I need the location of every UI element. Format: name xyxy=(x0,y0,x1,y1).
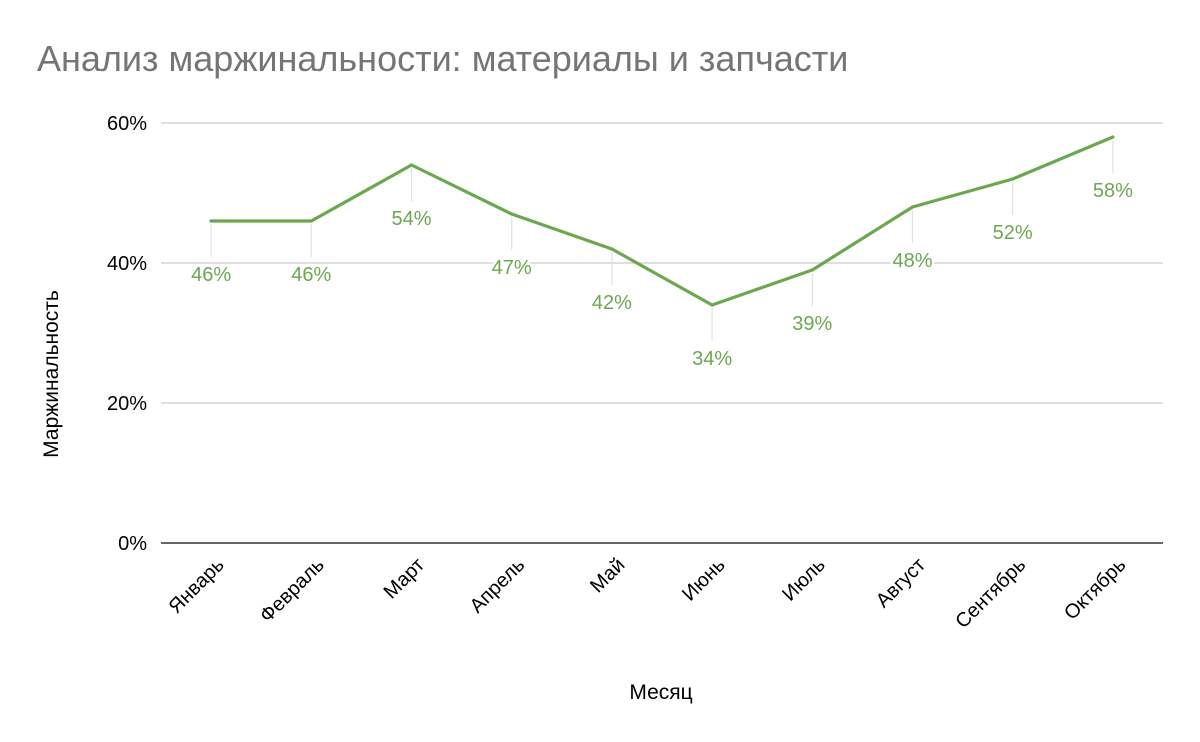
series-layer xyxy=(209,135,1115,341)
y-axis-title: Маржинальность xyxy=(40,290,63,458)
x-tick-label: Январь xyxy=(165,554,229,618)
data-label: 42% xyxy=(592,292,632,314)
y-axis-ticks: 0% 20% 40% 60% xyxy=(107,113,147,555)
gridlines xyxy=(161,122,1163,544)
data-label: 46% xyxy=(191,264,231,286)
y-tick-label: 0% xyxy=(118,533,147,555)
x-axis-title: Месяц xyxy=(629,681,692,704)
data-point xyxy=(1011,177,1015,181)
y-tick-label: 60% xyxy=(107,113,147,135)
data-labels: 46% 46% 54% 47% 42% 34% 39% 48% 52% 58% xyxy=(189,178,1136,373)
chart-title: Анализ маржинальности: материалы и запча… xyxy=(37,38,849,79)
series-line xyxy=(209,135,1115,307)
data-point xyxy=(209,219,213,223)
data-point xyxy=(810,268,814,272)
x-tick-label: Апрель xyxy=(466,554,530,618)
x-tick-label: Май xyxy=(586,554,629,597)
data-label: 52% xyxy=(993,222,1033,244)
data-point xyxy=(710,303,714,307)
data-label: 48% xyxy=(892,250,932,272)
x-tick-label: Август xyxy=(872,554,930,612)
x-tick-label: Октябрь xyxy=(1060,554,1130,624)
data-point xyxy=(910,205,915,209)
y-tick-label: 40% xyxy=(107,253,147,275)
data-point xyxy=(610,247,614,251)
data-label: 47% xyxy=(492,257,532,279)
data-label: 54% xyxy=(391,208,431,230)
x-tick-label: Июнь xyxy=(678,554,730,606)
data-label: 46% xyxy=(291,264,331,286)
y-tick-label: 20% xyxy=(107,393,147,415)
x-axis-ticks: Январь Февраль Март Апрель Май Июнь Июль Август… xyxy=(165,554,1131,633)
x-tick-label: Март xyxy=(380,554,429,603)
x-tick-label: Февраль xyxy=(256,554,329,627)
data-point xyxy=(309,219,313,223)
data-label: 34% xyxy=(692,348,732,370)
x-tick-label: Июль xyxy=(778,554,830,606)
data-point xyxy=(510,212,514,216)
data-point xyxy=(409,163,414,167)
x-tick-label: Сентябрь xyxy=(951,554,1030,633)
data-label: 58% xyxy=(1093,180,1133,202)
data-label: 39% xyxy=(792,313,832,335)
data-point xyxy=(1111,135,1115,139)
